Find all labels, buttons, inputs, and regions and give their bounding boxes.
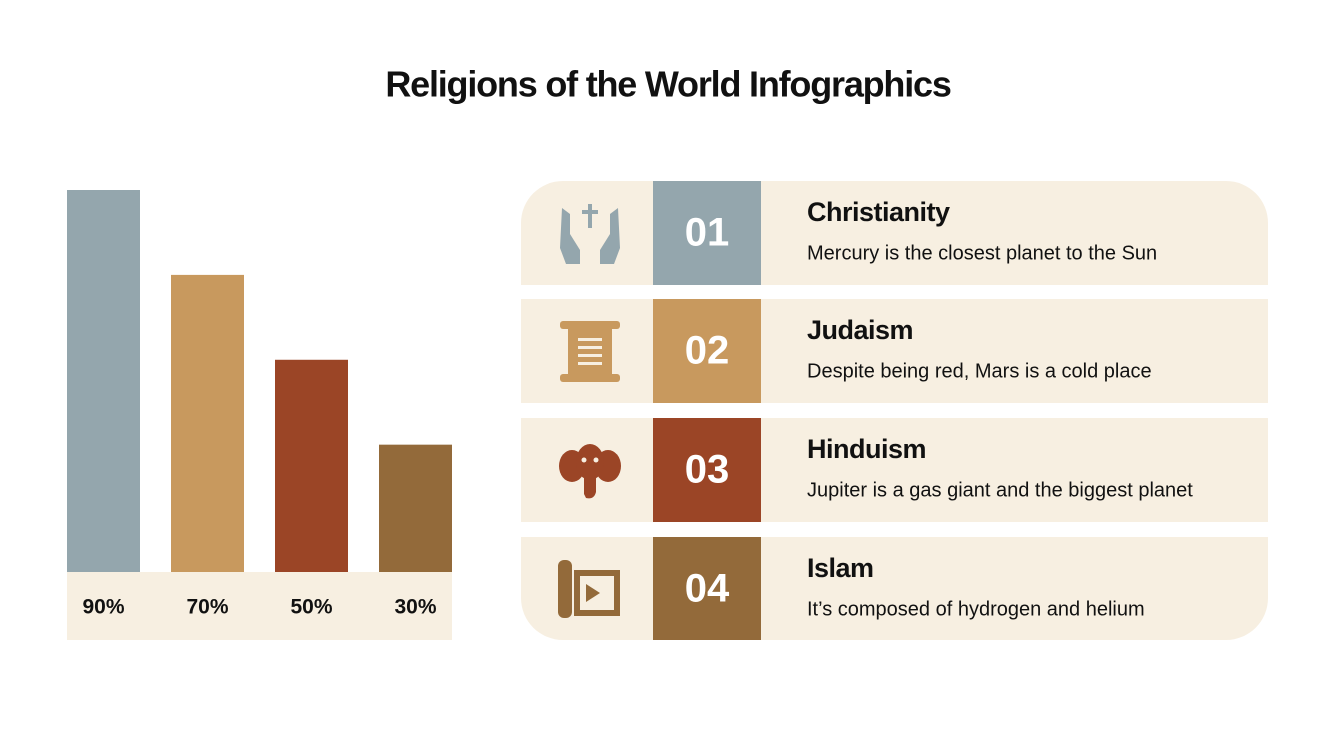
item-text: Mercury is the closest planet to the Sun bbox=[807, 242, 1157, 264]
icon-islam bbox=[558, 560, 620, 618]
row-background bbox=[521, 181, 1268, 285]
number-box bbox=[653, 418, 761, 522]
item-text: Jupiter is a gas giant and the biggest p… bbox=[807, 479, 1193, 501]
item-text: It’s composed of hydrogen and helium bbox=[807, 598, 1145, 620]
item-number: 01 bbox=[685, 211, 730, 255]
item-number: 02 bbox=[685, 329, 730, 373]
value-label: 50% bbox=[290, 596, 332, 619]
item-number: 03 bbox=[685, 448, 730, 492]
icon-christianity bbox=[560, 204, 620, 264]
value-label: 30% bbox=[394, 596, 436, 619]
list-panel bbox=[521, 181, 1268, 640]
value-label: 90% bbox=[82, 596, 124, 619]
label-band bbox=[67, 572, 452, 640]
number-box bbox=[653, 537, 761, 640]
title: Religions of the World Infographics bbox=[385, 64, 951, 105]
item-name: Judaism bbox=[807, 315, 913, 345]
icon-judaism bbox=[560, 321, 620, 382]
bar bbox=[379, 444, 452, 572]
item-number: 04 bbox=[685, 567, 730, 611]
number-box bbox=[653, 181, 761, 285]
icons bbox=[558, 204, 621, 618]
item-name: Islam bbox=[807, 553, 874, 583]
row-background bbox=[521, 537, 1268, 640]
item-text: Despite being red, Mars is a cold place bbox=[807, 360, 1152, 382]
bar bbox=[67, 190, 140, 572]
row-background bbox=[521, 299, 1268, 403]
item-name: Christianity bbox=[807, 197, 950, 227]
bar bbox=[171, 274, 244, 572]
number-box bbox=[653, 299, 761, 403]
item-name: Hinduism bbox=[807, 434, 926, 464]
icon-hinduism bbox=[559, 444, 621, 499]
row-background bbox=[521, 418, 1268, 522]
value-label: 70% bbox=[186, 596, 228, 619]
bar bbox=[275, 359, 348, 572]
